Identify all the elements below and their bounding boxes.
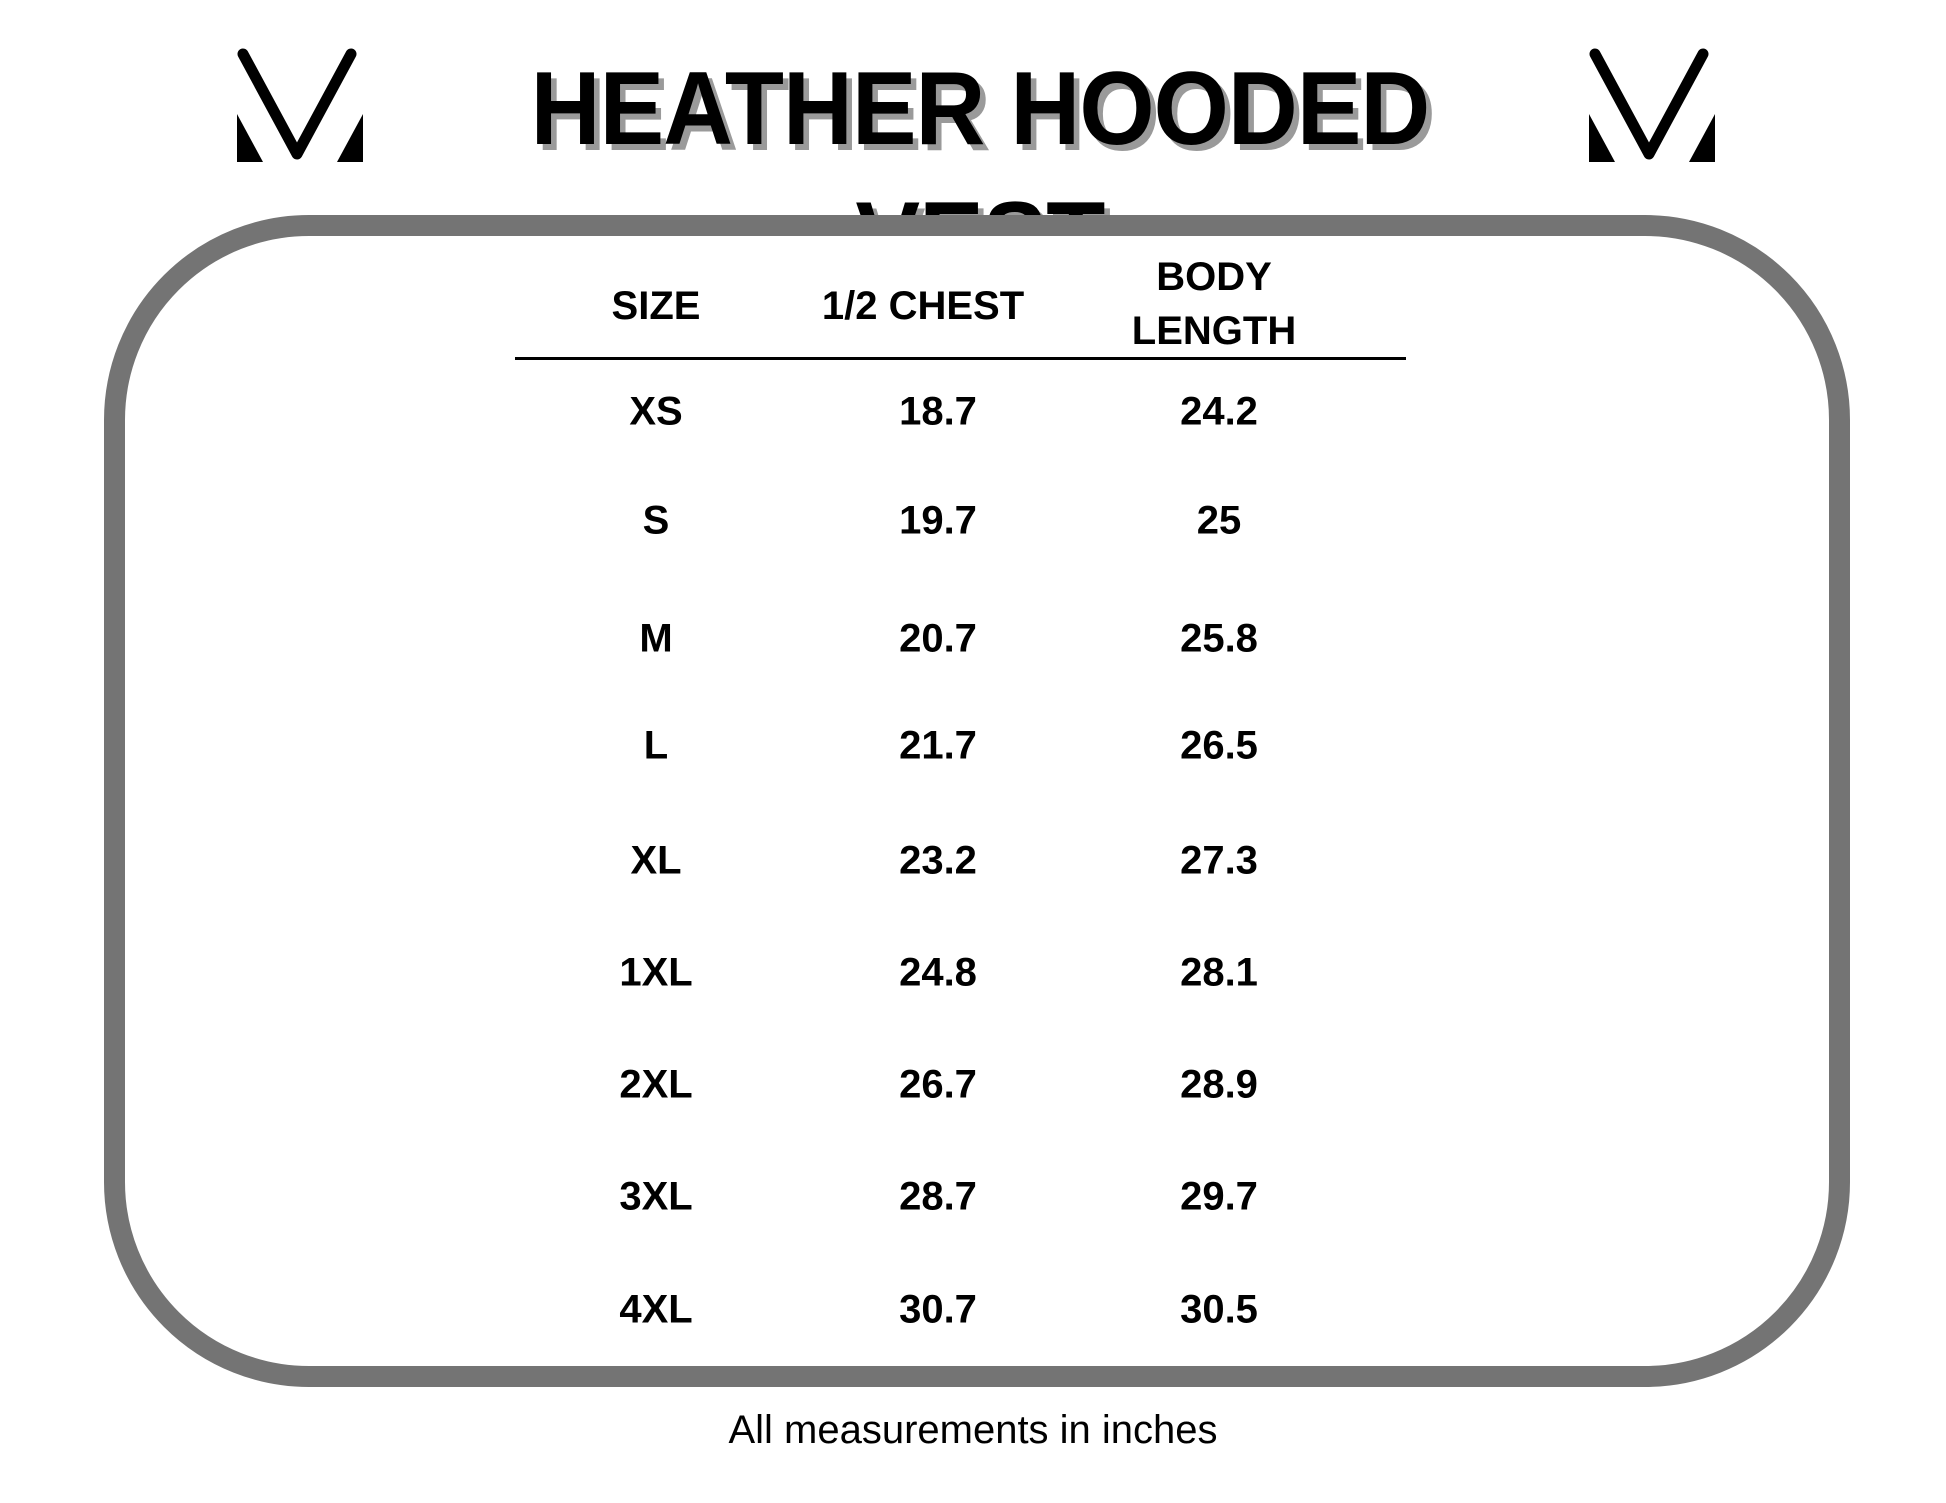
cell-chest: 18.7 [899,389,977,434]
cell-size: XS [629,389,683,434]
size-chart-frame [104,215,1850,1387]
cell-chest: 24.8 [899,950,977,995]
cell-size: 3XL [619,1174,693,1219]
brand-logo-icon [1589,48,1715,162]
column-header-size: SIZE [611,284,701,328]
cell-length: 27.3 [1180,838,1258,883]
cell-length: 24.2 [1180,389,1258,434]
cell-size: 2XL [619,1062,693,1107]
cell-size: 1XL [619,950,693,995]
cell-length: 28.1 [1180,950,1258,995]
cell-length: 25.8 [1180,616,1258,661]
cell-size: 4XL [619,1287,693,1332]
cell-length: 26.5 [1180,723,1258,768]
cell-size: S [642,498,670,543]
brand-logo-icon [237,48,363,162]
cell-chest: 30.7 [899,1287,977,1332]
header-divider [515,357,1406,360]
cell-size: M [639,616,673,661]
cell-length: 28.9 [1180,1062,1258,1107]
measurement-note: All measurements in inches [728,1408,1218,1452]
cell-size: L [643,723,669,768]
column-header-chest: 1/2 CHEST [821,284,1025,328]
cell-length: 30.5 [1180,1287,1258,1332]
cell-length: 25 [1196,498,1242,543]
header-line: BODY [1156,255,1272,299]
cell-chest: 21.7 [899,723,977,768]
cell-length: 29.7 [1180,1174,1258,1219]
column-header-body-length: BODY LENGTH [1132,250,1296,358]
cell-chest: 23.2 [899,838,977,883]
cell-chest: 20.7 [899,616,977,661]
cell-chest: 19.7 [899,498,977,543]
cell-chest: 26.7 [899,1062,977,1107]
cell-size: XL [630,838,682,883]
header-line: LENGTH [1131,309,1297,353]
cell-chest: 28.7 [899,1174,977,1219]
